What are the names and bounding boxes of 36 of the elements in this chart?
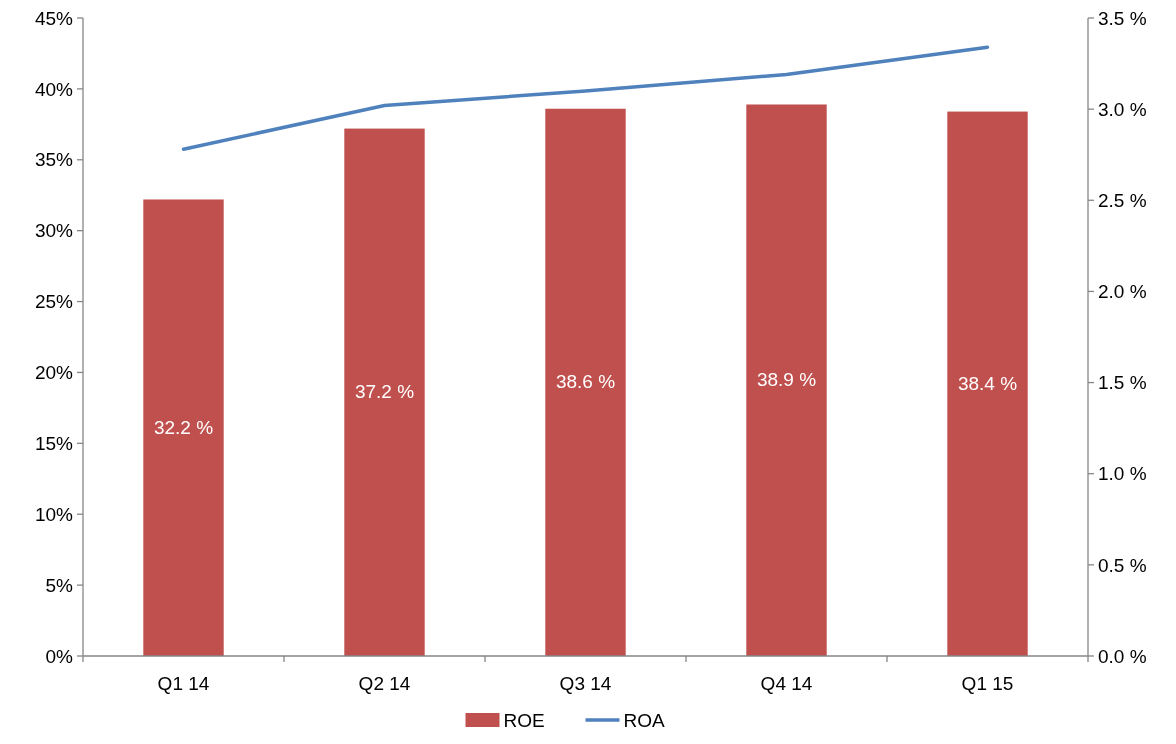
bar xyxy=(545,108,626,656)
y2-tick-label: 2.5 % xyxy=(1098,189,1147,211)
y-tick-label: 30% xyxy=(34,220,74,242)
y2-tick-label: 3.5 % xyxy=(1098,7,1147,29)
data-label: 38.4 % xyxy=(957,372,1018,394)
x-tick-label: Q1 14 xyxy=(157,673,210,694)
y-tick-label: 15% xyxy=(34,432,74,454)
data-label: 37.2 % xyxy=(354,381,415,403)
y-tick-label: 0% xyxy=(45,645,74,667)
y-tick-label: 5% xyxy=(45,574,74,596)
legend-label: ROE xyxy=(503,709,545,731)
y-tick-label: 45% xyxy=(34,7,74,29)
x-tick-label: Q1 15 xyxy=(961,673,1014,694)
y-tick-label: 35% xyxy=(34,149,74,171)
x-tick-label: Q3 14 xyxy=(559,673,612,694)
data-label: 38.9 % xyxy=(756,369,817,391)
x-tick-label: Q2 14 xyxy=(358,673,411,694)
y2-tick-label: 3.0 % xyxy=(1098,98,1147,120)
bar xyxy=(344,128,425,656)
y2-tick-label: 2.0 % xyxy=(1098,281,1147,303)
y-tick-label: 10% xyxy=(34,503,74,525)
legend-label: ROA xyxy=(623,709,665,731)
data-label: 38.6 % xyxy=(555,371,616,393)
y-tick-label: 40% xyxy=(34,78,74,100)
data-label: 32.2 % xyxy=(153,416,214,438)
y-tick-label: 20% xyxy=(34,362,74,384)
bar xyxy=(947,111,1028,656)
line-series xyxy=(181,45,990,151)
x-tick-label: Q4 14 xyxy=(760,673,813,694)
bar xyxy=(746,104,827,656)
y2-tick-label: 0.0 % xyxy=(1098,645,1147,667)
y2-tick-label: 0.5 % xyxy=(1098,554,1147,576)
y-tick-label: 25% xyxy=(34,291,74,313)
y2-tick-label: 1.5 % xyxy=(1098,372,1147,394)
bar xyxy=(143,199,224,656)
y2-tick-label: 1.0 % xyxy=(1098,463,1147,485)
